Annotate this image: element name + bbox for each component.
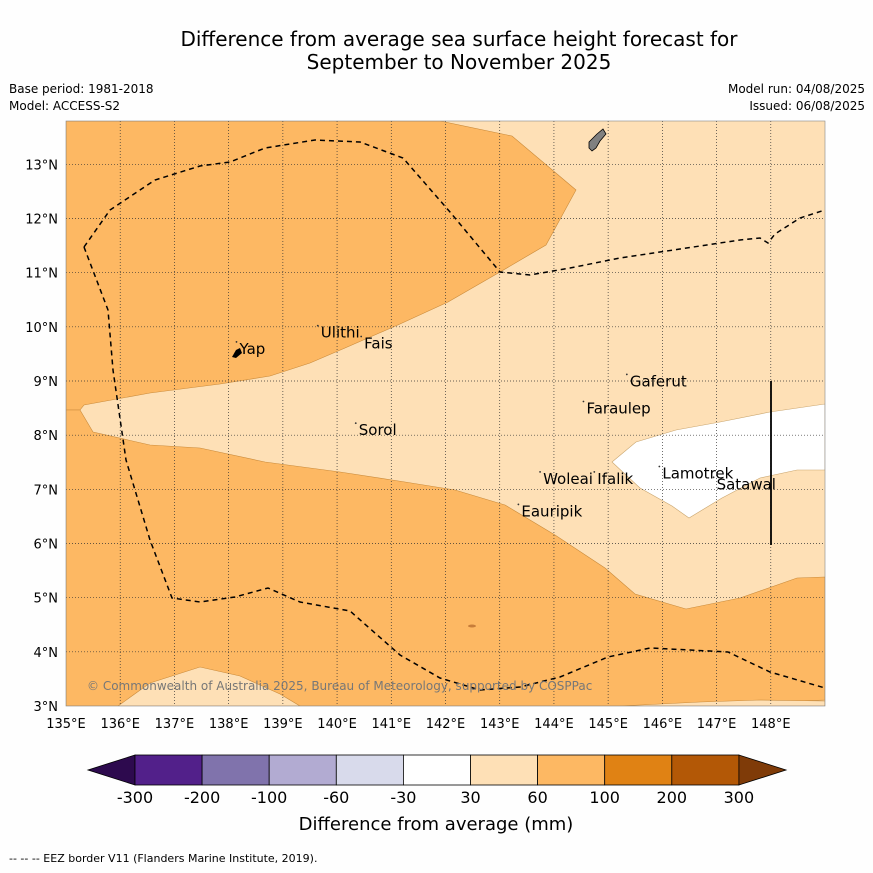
- band-30-60-south: [117, 666, 301, 706]
- gridlines: [66, 121, 825, 706]
- lat-tick-label: 4°N: [34, 646, 59, 661]
- lat-tick-label: 7°N: [34, 483, 59, 498]
- place-dot: [593, 471, 596, 473]
- place-label-ulithi: Ulithi: [321, 324, 360, 342]
- lon-tick-label: 141°E: [372, 717, 412, 732]
- band-30-60-southeast: [619, 699, 825, 706]
- guam-island: [588, 128, 607, 152]
- small-reef: [468, 624, 476, 628]
- lon-tick-label: 145°E: [588, 717, 628, 732]
- colorbar-segment: [402, 754, 471, 786]
- lat-tick-label: 12°N: [25, 213, 58, 228]
- colorbar-extend-high: [738, 754, 788, 786]
- place-dot: [582, 400, 585, 403]
- copyright-text: © Commonwealth of Australia 2025, Bureau…: [87, 679, 592, 693]
- place-dot: [712, 476, 715, 479]
- lat-tick-label: 9°N: [34, 375, 59, 390]
- longitude-ticks: 135°E 136°E 137°E 138°E 139°E 140°E 141°E 142°E…: [46, 717, 790, 732]
- lon-tick-label: 148°E: [751, 717, 791, 732]
- map-title: Difference from average sea surface heig…: [0, 28, 873, 74]
- lon-tick-label: 140°E: [317, 717, 357, 732]
- place-label-gaferut: Gaferut: [630, 372, 687, 390]
- place-dot: [517, 503, 520, 506]
- eez-border-north: [83, 139, 825, 276]
- lat-tick-label: 3°N: [34, 700, 59, 715]
- map-frame: [65, 120, 826, 707]
- lat-tick-label: 5°N: [34, 592, 59, 607]
- issued-date: Issued: 06/08/2025: [749, 99, 865, 113]
- lon-tick-label: 137°E: [155, 717, 195, 732]
- colorbar-tick-label: -300: [117, 788, 153, 807]
- place-label-eauripik: Eauripik: [521, 502, 582, 520]
- lat-tick-label: 13°N: [25, 158, 58, 173]
- colorbar-tick-label: -30: [390, 788, 416, 807]
- place-dots: [235, 324, 715, 506]
- colorbar-segment: [134, 754, 203, 786]
- model-run: Model run: 04/08/2025: [727, 82, 865, 96]
- place-label-ifalik: Ifalik: [597, 470, 633, 488]
- eez-border-west: [83, 246, 825, 691]
- colorbar-segment: [671, 754, 740, 786]
- place-dot: [539, 471, 541, 473]
- colorbar-segment: [470, 754, 538, 786]
- lon-tick-label: 142°E: [426, 717, 466, 732]
- colorbar-label: Difference from average (mm): [299, 814, 574, 835]
- lat-tick-label: 10°N: [25, 321, 58, 336]
- colorbar-segment: [201, 754, 270, 786]
- colorbar-tick-label: 60: [527, 788, 547, 807]
- colorbar-tick-label: 200: [657, 788, 688, 807]
- place-dot: [354, 422, 357, 425]
- colorbar-tick-label: -60: [323, 788, 349, 807]
- place-label-satawal: Satawal: [717, 475, 776, 493]
- colorbar-segment: [604, 754, 673, 786]
- lat-tick-label: 6°N: [34, 538, 59, 553]
- colorbar-extend-low: [86, 754, 136, 786]
- place-label-yap: Yap: [238, 340, 265, 358]
- lon-tick-label: 136°E: [100, 717, 140, 732]
- lon-tick-label: 143°E: [480, 717, 520, 732]
- eez-footer-note: -- -- -- EEZ border V11 (Flanders Marine…: [9, 852, 318, 865]
- colorbar-tick-label: -200: [184, 788, 220, 807]
- colorbar-segment: [335, 754, 404, 786]
- colorbar-tick-label: 300: [724, 788, 755, 807]
- place-label-sorol: Sorol: [359, 421, 397, 439]
- yap-island: [232, 348, 242, 358]
- colorbar: -300 -200 -100 -60 -30 30 60 100 200 300: [86, 754, 788, 807]
- base-period: Base period: 1981-2018: [9, 82, 154, 96]
- colorbar-segment: [537, 754, 606, 786]
- colorbar-tick-label: 100: [589, 788, 620, 807]
- meta-right: Model run: 04/08/2025 Issued: 06/08/2025: [728, 81, 865, 115]
- lon-tick-label: 147°E: [697, 717, 737, 732]
- colorbar-tick-label: 30: [460, 788, 480, 807]
- place-dot: [658, 465, 661, 468]
- place-dot: [316, 324, 319, 327]
- title-line-2: September to November 2025: [306, 50, 612, 74]
- map-area: © Commonwealth of Australia 2025, Bureau…: [66, 121, 825, 706]
- lon-tick-label: 135°E: [46, 717, 86, 732]
- lon-tick-label: 146°E: [643, 717, 683, 732]
- place-label-lamotrek: Lamotrek: [662, 465, 733, 483]
- place-label-fais: Fais: [364, 335, 393, 353]
- place-label-faraulep: Faraulep: [586, 400, 650, 418]
- place-dot: [235, 341, 238, 343]
- band-60-100-north: [66, 121, 577, 411]
- lat-tick-label: 8°N: [34, 429, 59, 444]
- colorbar-tick-label: -100: [251, 788, 287, 807]
- title-line-1: Difference from average sea surface heig…: [180, 27, 738, 51]
- lon-tick-label: 144°E: [534, 717, 574, 732]
- place-dot: [360, 335, 363, 338]
- model-name: Model: ACCESS-S2: [9, 99, 121, 113]
- lat-tick-label: 11°N: [25, 267, 58, 282]
- latitude-ticks: 3°N 4°N 5°N 6°N 7°N 8°N 9°N 10°N 11°N 12°N 13°N: [25, 158, 58, 715]
- place-label-woleai: Woleai: [543, 470, 593, 488]
- colorbar-segment: [268, 754, 337, 786]
- lon-tick-label: 138°E: [209, 717, 249, 732]
- place-dot: [625, 373, 628, 376]
- lon-tick-label: 139°E: [263, 717, 303, 732]
- meta-left: Base period: 1981-2018 Model: ACCESS-S2: [9, 81, 154, 115]
